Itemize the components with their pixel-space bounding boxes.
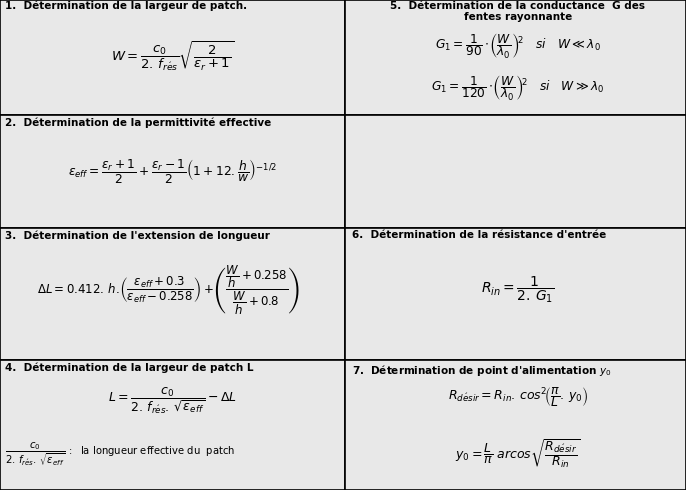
Text: $G_1 = \dfrac{1}{90}\cdot\!\left(\dfrac{W}{\lambda_0}\right)^{\!2}$$\quad si \qu: $G_1 = \dfrac{1}{90}\cdot\!\left(\dfrac{…: [435, 30, 601, 60]
Bar: [0, 0, 345, 115]
Text: $G_1 = \dfrac{1}{120}\cdot\!\left(\dfrac{W}{\lambda_0}\right)^{\!2}$$\quad si \q: $G_1 = \dfrac{1}{120}\cdot\!\left(\dfrac…: [431, 73, 605, 102]
Text: 1.  Détermination de la largeur de patch.: 1. Détermination de la largeur de patch.: [5, 1, 248, 11]
Text: $R_{d\acute{e}sir} = R_{in}.\,cos^2\!\left(\dfrac{\pi}{L}.\,y_0\right)$: $R_{d\acute{e}sir} = R_{in}.\,cos^2\!\le…: [448, 385, 588, 409]
Bar: [345, 360, 686, 490]
Bar: [345, 228, 686, 360]
Text: $\Delta L = 0.412.\,h.\!\left(\dfrac{\varepsilon_{eff} + 0.3}{\varepsilon_{eff} : $\Delta L = 0.412.\,h.\!\left(\dfrac{\va…: [36, 264, 300, 317]
Text: 3.  Détermination de l'extension de longueur: 3. Détermination de l'extension de longu…: [5, 230, 270, 241]
Bar: [0, 115, 345, 228]
Text: $R_{in} = \dfrac{1}{2.\,G_1}$: $R_{in} = \dfrac{1}{2.\,G_1}$: [481, 275, 555, 305]
Text: $\varepsilon_{eff} = \dfrac{\varepsilon_r + 1}{2} + \dfrac{\varepsilon_r - 1}{2}: $\varepsilon_{eff} = \dfrac{\varepsilon_…: [68, 157, 278, 186]
Bar: [345, 0, 686, 115]
Text: 2.  Détermination de la permittivité effective: 2. Détermination de la permittivité effe…: [5, 118, 272, 128]
Text: 5.  Détermination de la conductance  G des: 5. Détermination de la conductance G des: [390, 1, 646, 11]
Text: 6.  Détermination de la résistance d'entrée: 6. Détermination de la résistance d'entr…: [352, 230, 606, 240]
Text: $\dfrac{c_0}{2.\,f_{r\acute{e}s}.\,\sqrt{\varepsilon_{eff}}}$$\;:\;$ la longueur: $\dfrac{c_0}{2.\,f_{r\acute{e}s}.\,\sqrt…: [5, 441, 236, 468]
Text: $y_0 = \dfrac{L}{\pi}\;arcos\sqrt{\dfrac{R_{d\acute{e}sir}}{R_{in}}}$: $y_0 = \dfrac{L}{\pi}\;arcos\sqrt{\dfrac…: [456, 438, 580, 471]
Bar: [0, 228, 345, 360]
Text: fentes rayonnante: fentes rayonnante: [464, 12, 572, 22]
Bar: [345, 115, 686, 228]
Text: 4.  Détermination de la largeur de patch L: 4. Détermination de la largeur de patch …: [5, 363, 254, 373]
Text: 7.  Détermination de point d'alimentation $y_0$: 7. Détermination de point d'alimentation…: [352, 363, 611, 378]
Text: $L = \dfrac{c_0}{2.\,f_{r\acute{e}s}.\,\sqrt{\varepsilon_{eff}}} - \Delta L$: $L = \dfrac{c_0}{2.\,f_{r\acute{e}s}.\,\…: [108, 386, 237, 416]
Text: $W = \dfrac{c_0}{2.\,f_{r\acute{e}s}} \sqrt{\dfrac{2}{\varepsilon_r + 1}}$: $W = \dfrac{c_0}{2.\,f_{r\acute{e}s}} \s…: [111, 40, 235, 73]
Bar: [0, 360, 345, 490]
